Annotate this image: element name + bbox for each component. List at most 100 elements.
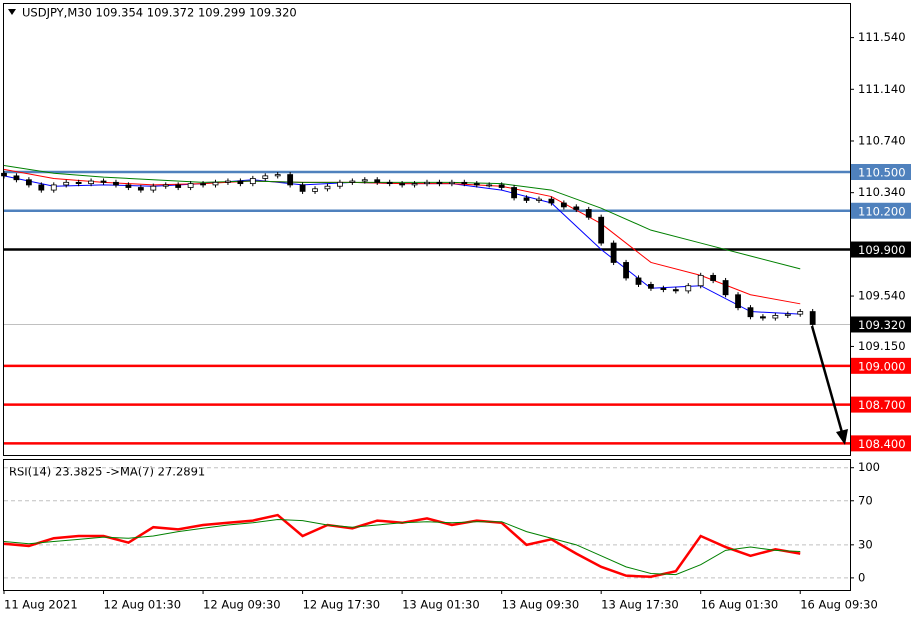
x-tick-label: 12 Aug 17:30 (303, 598, 381, 612)
level-label-box (851, 163, 911, 180)
symbol-menu-icon (8, 9, 16, 15)
level-label: 110.500 (858, 165, 906, 179)
candle-body (635, 277, 642, 285)
level-label: 110.200 (858, 204, 906, 218)
candle-body (461, 181, 468, 185)
candle-body (312, 188, 318, 192)
y-tick-label: 111.540 (858, 30, 906, 44)
y-tick-label: 70 (858, 493, 873, 507)
candle-body (25, 179, 32, 186)
level-label: 108.400 (858, 437, 906, 451)
level-label: 108.700 (858, 398, 906, 412)
level-label-box (851, 396, 911, 413)
candle-body (498, 184, 505, 188)
candle-body (623, 262, 629, 279)
candle-body (13, 175, 20, 181)
candle-body (697, 274, 704, 287)
level-label-box (851, 435, 911, 452)
candle-body (200, 183, 206, 186)
candle-body (660, 287, 667, 290)
candle-body (349, 180, 356, 183)
candle-body (797, 311, 804, 315)
candle-body (598, 216, 605, 244)
candle-body (486, 184, 493, 187)
candle-body (772, 315, 779, 319)
x-tick-label: 13 Aug 09:30 (502, 598, 580, 612)
candle-body (573, 206, 580, 210)
candle-body (672, 289, 679, 292)
arrow-head (836, 429, 848, 445)
level-label-box (851, 316, 911, 333)
candle-body (523, 197, 530, 201)
candle-body (63, 181, 70, 186)
rsi-panel-frame (3, 459, 851, 591)
candle-body (361, 179, 368, 182)
candle-body (585, 209, 592, 218)
candle-body (473, 183, 480, 186)
rsi-line (3, 518, 801, 576)
candle-body (249, 178, 256, 185)
candle-body (548, 198, 555, 204)
x-tick-label: 12 Aug 01:30 (104, 598, 182, 612)
y-tick-label: 0 (858, 570, 865, 584)
x-tick-label: 13 Aug 01:30 (402, 598, 480, 612)
candle-body (784, 313, 791, 316)
candle-body (324, 185, 331, 190)
rsi-title: RSI(14) 23.3825 ->MA(7) 27.2891 (9, 465, 205, 479)
y-tick-label: 30 (858, 537, 873, 551)
candle-body (511, 187, 517, 199)
y-tick-label: 100 (858, 460, 880, 474)
candle-body (187, 183, 194, 188)
forecast-arrow (810, 325, 848, 445)
candle-body (1, 172, 7, 177)
level-label-box (851, 241, 911, 258)
candle-body (212, 181, 219, 186)
candle-body (75, 181, 82, 185)
candle-body (560, 202, 567, 208)
candle-body (747, 307, 754, 318)
x-tick-label: 12 Aug 09:30 (203, 598, 281, 612)
candle-body (735, 294, 741, 309)
y-tick-label: 111.140 (858, 82, 906, 96)
candle-body (685, 285, 692, 292)
candle-body (448, 181, 455, 185)
candle-body (536, 198, 542, 201)
candle-body (299, 184, 306, 192)
candle-body (262, 175, 269, 179)
candle-body (648, 284, 654, 289)
candle-body (88, 180, 94, 185)
candle-body (374, 179, 381, 183)
level-label: 109.900 (858, 243, 906, 257)
candle-body (100, 180, 107, 183)
arrow-shaft (810, 325, 845, 437)
level-label-box (851, 202, 911, 219)
candle-body (424, 181, 430, 185)
candle-body (38, 184, 45, 191)
chart-title: USDJPY,M30 109.354 109.372 109.299 109.3… (22, 6, 297, 20)
candle-body (760, 316, 766, 319)
candle-body (399, 183, 406, 186)
candle-body (50, 184, 57, 191)
candle-body (809, 311, 816, 325)
candle-body (175, 184, 182, 188)
candle-body (237, 180, 244, 185)
y-tick-label: 110.740 (858, 133, 906, 147)
level-label: 109.320 (858, 318, 906, 332)
candle-body (225, 180, 231, 183)
level-label-box (851, 357, 911, 374)
candle-body (722, 280, 729, 296)
candle-body (274, 174, 281, 177)
candle-body (287, 174, 294, 186)
candle-body (150, 185, 157, 191)
x-tick-label: 11 Aug 2021 (4, 598, 78, 612)
candle-body (113, 181, 119, 186)
candle-body (125, 184, 132, 188)
candle-body (436, 181, 443, 185)
candle-body (710, 274, 717, 281)
candle-body (137, 187, 144, 191)
level-label: 109.000 (858, 359, 906, 373)
x-tick-label: 13 Aug 17:30 (601, 598, 679, 612)
y-tick-label: 110.340 (858, 185, 906, 199)
